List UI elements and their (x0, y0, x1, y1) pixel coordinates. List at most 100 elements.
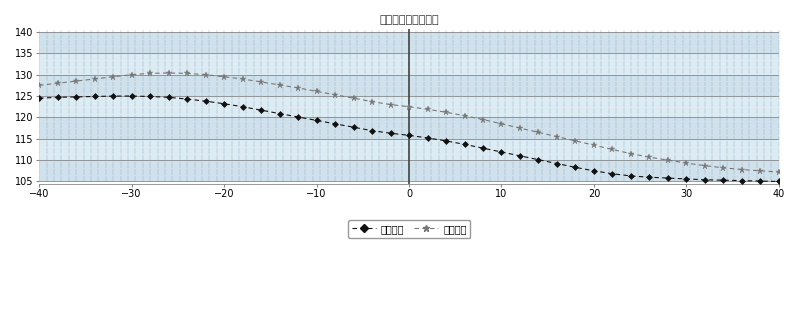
Point (284, 87, 297, 93)
Point (40, 87, 53, 93)
Point (632, 113, 645, 118)
Point (654, 78, 667, 83)
Point (558, 31, 570, 36)
Point (735, 155, 748, 160)
Point (388, 101, 401, 107)
Point (358, 64, 371, 69)
Point (136, 66, 149, 71)
Point (306, 64, 319, 69)
Point (62, 90, 75, 95)
Point (735, 179, 748, 184)
Point (247, 97, 260, 102)
Point (85, 59, 98, 64)
Point (233, 62, 246, 67)
Point (329, 40, 342, 45)
Point (70, 92, 82, 97)
Point (122, 144, 134, 149)
Point (750, 134, 763, 139)
Point (270, 90, 282, 95)
Point (151, 120, 164, 125)
Point (477, 99, 490, 104)
Point (462, 83, 474, 88)
Point (676, 141, 689, 146)
Point (750, 76, 763, 81)
Point (233, 87, 246, 93)
Point (144, 155, 157, 160)
Point (336, 132, 349, 137)
Point (454, 73, 467, 78)
Point (491, 57, 504, 62)
Point (188, 80, 201, 85)
Point (203, 162, 216, 167)
Point (528, 38, 541, 43)
Point (410, 69, 423, 74)
Point (632, 106, 645, 111)
Point (136, 148, 149, 153)
Point (625, 40, 638, 45)
Point (698, 165, 711, 170)
Point (262, 113, 275, 118)
Point (329, 146, 342, 151)
Point (122, 153, 134, 158)
Point (203, 80, 216, 85)
Point (262, 153, 275, 158)
Point (402, 127, 415, 132)
Point (203, 59, 216, 64)
Point (462, 73, 474, 78)
Point (166, 36, 178, 41)
Point (765, 108, 778, 114)
Point (262, 139, 275, 144)
Point (610, 125, 622, 130)
Point (240, 31, 253, 36)
Point (314, 113, 326, 118)
Point (698, 120, 711, 125)
Point (92, 153, 105, 158)
Point (425, 29, 438, 34)
Point (314, 29, 326, 34)
Point (721, 174, 734, 179)
Point (92, 158, 105, 163)
Point (580, 31, 593, 36)
Point (506, 69, 519, 74)
Point (558, 90, 570, 95)
Point (750, 146, 763, 151)
Point (721, 92, 734, 97)
Point (299, 160, 312, 165)
Point (70, 59, 82, 64)
Point (314, 155, 326, 160)
Point (40, 99, 53, 104)
Point (77, 69, 90, 74)
Point (558, 66, 570, 71)
Point (418, 174, 430, 179)
Point (395, 148, 408, 153)
Point (62, 43, 75, 48)
Point (587, 153, 600, 158)
Point (425, 104, 438, 109)
Point (750, 158, 763, 163)
Point (758, 66, 770, 71)
Point (174, 165, 186, 170)
Point (55, 122, 68, 128)
Point (122, 38, 134, 43)
Point (299, 153, 312, 158)
Point (410, 87, 423, 93)
Point (322, 132, 334, 137)
Point (402, 71, 415, 76)
Point (580, 47, 593, 52)
Point (322, 120, 334, 125)
Point (388, 83, 401, 88)
Point (721, 66, 734, 71)
Point (491, 52, 504, 57)
Point (491, 87, 504, 93)
Point (735, 101, 748, 107)
Point (462, 80, 474, 85)
Point (277, 108, 290, 114)
Point (195, 97, 208, 102)
Point (129, 69, 142, 74)
Point (639, 134, 652, 139)
Point (654, 57, 667, 62)
Point (721, 90, 734, 95)
Point (714, 115, 726, 121)
Point (558, 29, 570, 34)
Point (639, 90, 652, 95)
